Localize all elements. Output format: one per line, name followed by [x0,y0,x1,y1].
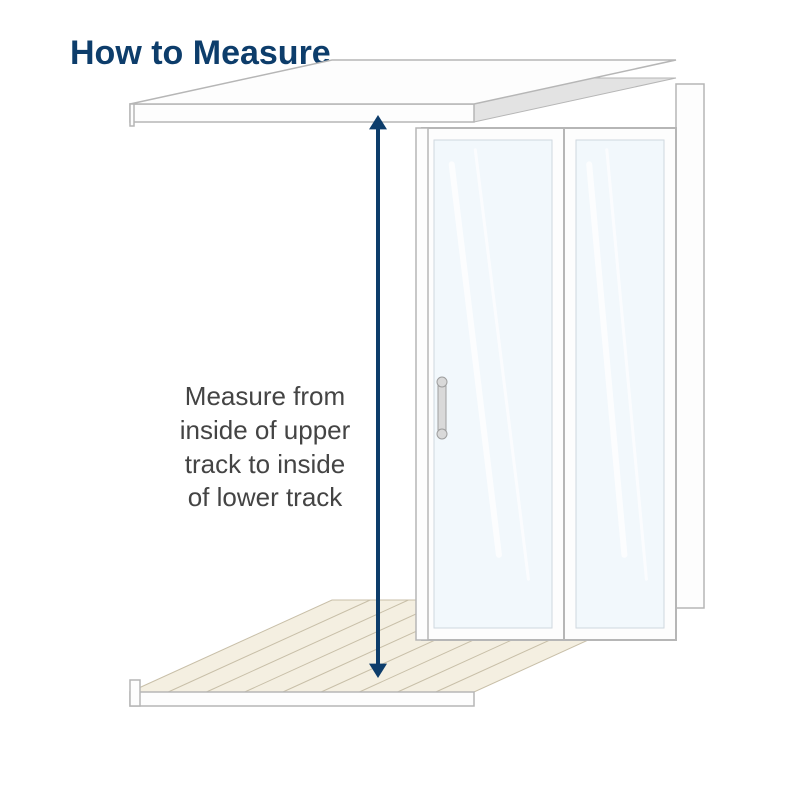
sliding-door-diagram [0,0,800,800]
top-track-front [130,104,474,122]
sliding-door-leading-stile [416,128,428,640]
top-track-end-cap [130,104,134,126]
diagram-canvas: How to Measure Measure frominside of upp… [0,0,800,800]
door-glass [434,140,552,628]
door-handle-icon [437,377,447,439]
door-panel [564,128,676,640]
bottom-track-end-cap [130,680,140,706]
bottom-track-front [130,692,474,706]
door-glass [576,140,664,628]
measurement-line [369,115,387,678]
right-wall-frame [676,84,704,608]
